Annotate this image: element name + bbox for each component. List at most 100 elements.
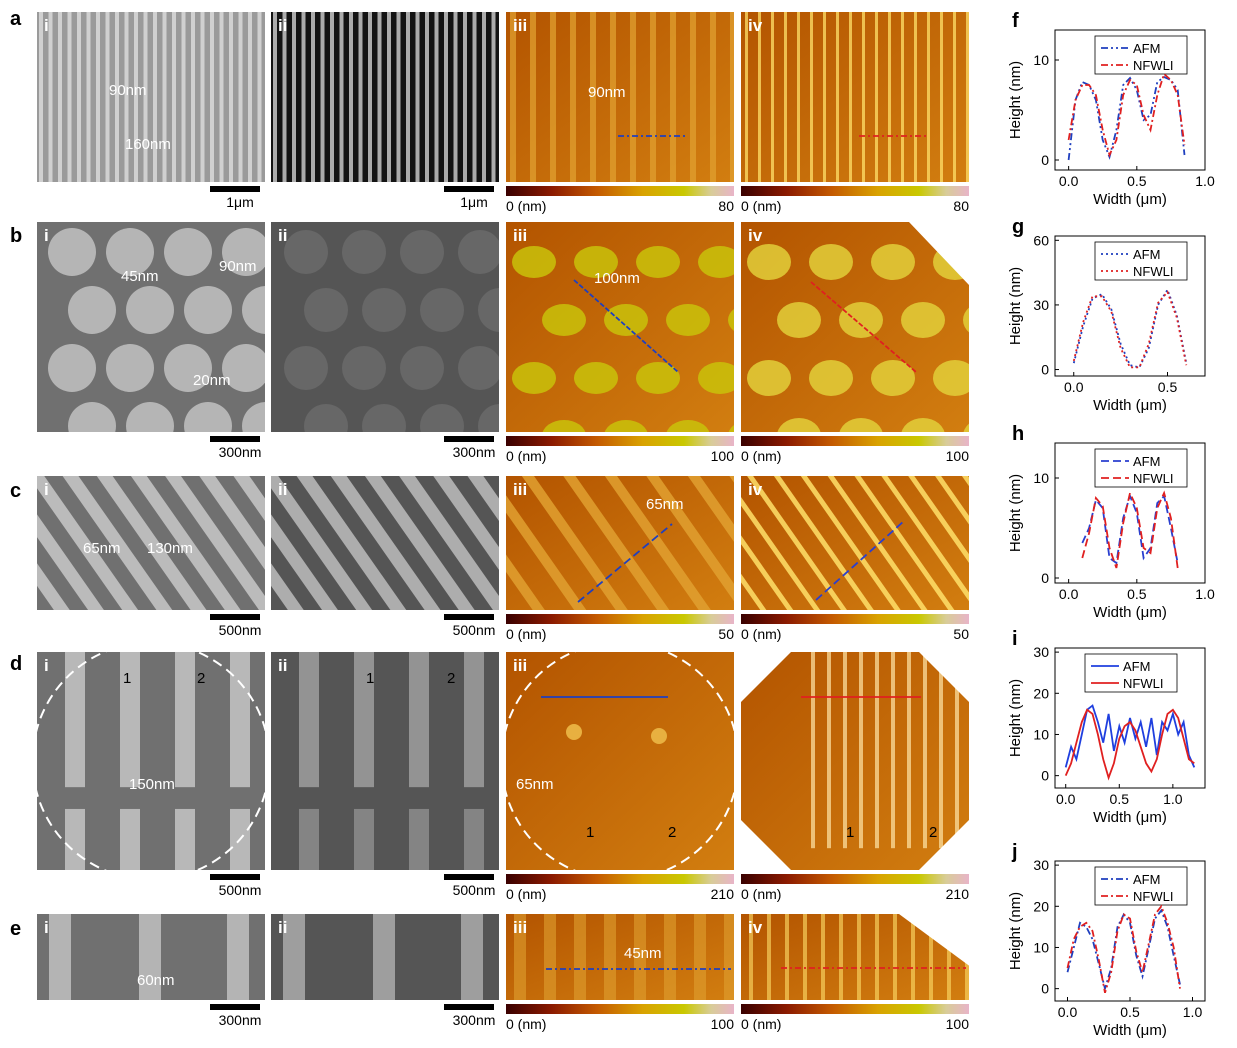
legend-box <box>1094 35 1188 75</box>
panel-label-c-iv: iv <box>748 480 763 499</box>
y-axis-label: Height (nm) <box>1007 679 1024 757</box>
colorbar-a-4 <box>741 186 969 196</box>
legend-label-afm: AFM <box>1123 659 1150 674</box>
y-tick-label: 30 <box>1033 297 1049 313</box>
x-tick-label: 0.0 <box>1058 1004 1078 1020</box>
panel-image <box>506 476 734 610</box>
panel-label-c-iii: iii <box>513 480 528 499</box>
colorbar-b-3 <box>506 436 734 446</box>
legend-label-nfwli: NFWLI <box>1133 58 1173 73</box>
y-tick-label: 30 <box>1033 857 1049 873</box>
panel-label-a-ii: ii <box>278 16 288 35</box>
series-line-nfwli <box>1067 72 1186 158</box>
panel-a-3: iii 90nm <box>506 12 734 182</box>
x-tick-label: 1.0 <box>1163 791 1183 807</box>
annotation-d-4-1: 2 <box>929 824 938 841</box>
chart-i: 0.0 0.5 1.0 0 10 20 30 Width (μm) Height (nm) AFM… <box>1000 628 1230 830</box>
panel-label-b-ii: ii <box>278 226 288 245</box>
colorbar-min-a-3: 0 (nm) <box>506 198 547 214</box>
annotation-c-3-0: 65nm <box>646 496 684 513</box>
chart-label-i: i <box>1012 628 1018 650</box>
panel-label-d-ii: ii <box>278 656 288 675</box>
legend-box <box>1094 866 1188 906</box>
profile-line <box>577 523 673 603</box>
annotation-c-1-0: 65nm <box>83 540 121 557</box>
annotation-b-3-0: 100nm <box>594 270 640 287</box>
panel-label-e-ii: ii <box>278 918 288 937</box>
annotation-d-2-0: 1 <box>366 670 375 687</box>
annotation-b-1-0: 45nm <box>121 268 159 285</box>
panel-label-e-iv: iv <box>748 918 763 937</box>
x-tick-label: 0.5 <box>1127 586 1147 602</box>
colorbar-min-e-4: 0 (nm) <box>741 1016 782 1032</box>
colorbar-min-e-3: 0 (nm) <box>506 1016 547 1032</box>
row-letter-a: a <box>10 8 22 30</box>
colorbar-min-d-4: 0 (nm) <box>741 886 782 902</box>
colorbar-max-d-4: 210 <box>945 886 969 902</box>
chart-svg: 0.0 0.5 1.0 0 10 Width (μm) Height (nm) AFM NFWL… <box>1007 442 1215 621</box>
annotation-d-1-2: 150nm <box>129 776 175 793</box>
y-axis-label: Height (nm) <box>1007 61 1024 139</box>
panel-label-a-iv: iv <box>748 16 763 35</box>
annotation-a-3-0: 90nm <box>588 84 626 101</box>
scalebar-label-b-2: 300nm <box>452 444 496 460</box>
colorbar-min-b-4: 0 (nm) <box>741 448 782 464</box>
profile-line <box>573 279 679 373</box>
scalebar-label-c-2: 500nm <box>452 622 496 638</box>
panel-b-1: i 45nm 90nm 20nm <box>37 222 265 432</box>
colorbar-min-a-4: 0 (nm) <box>741 198 782 214</box>
colorbar-max-b-3: 100 <box>710 448 734 464</box>
scalebar-b-2 <box>444 436 494 442</box>
colorbar-max-e-4: 100 <box>945 1016 969 1032</box>
chart-svg: 0.0 0.5 1.0 0 10 20 30 Width (μm) Height (nm) AFM… <box>1007 857 1206 1039</box>
chart-label-h: h <box>1012 423 1025 445</box>
series-line-nfwli <box>1064 708 1195 781</box>
scalebar-label-d-2: 500nm <box>452 882 496 898</box>
panel-e-3: iii 45nm <box>506 914 734 1000</box>
chart-j: 0.0 0.5 1.0 0 10 20 30 Width (μm) Height (nm) AFM… <box>1000 841 1230 1043</box>
series-line-nfwli <box>1072 290 1188 369</box>
panel-image <box>37 222 265 432</box>
y-tick-label: 20 <box>1033 898 1049 914</box>
colorbar-c-3 <box>506 614 734 624</box>
panel-d-1: i 1 2 150nm <box>37 652 265 870</box>
panel-label-d-i: i <box>44 656 49 675</box>
panel-image <box>37 914 265 1000</box>
panel-image <box>271 652 499 870</box>
colorbar-max-c-4: 50 <box>953 626 969 642</box>
panel-image <box>506 222 734 432</box>
scalebar-c-1 <box>210 614 260 620</box>
legend-label-nfwli: NFWLI <box>1133 889 1173 904</box>
panel-image <box>506 12 734 182</box>
panel-c-2: ii <box>271 476 499 610</box>
colorbar-max-d-3: 210 <box>710 886 734 902</box>
x-tick-label: 0.5 <box>1127 173 1147 189</box>
panel-image <box>741 222 969 432</box>
colorbar-a-3 <box>506 186 734 196</box>
x-axis-label: Width (μm) <box>1093 191 1167 208</box>
annotation-d-3-2: 2 <box>668 824 677 841</box>
annotation-a-1-1: 160nm <box>125 136 171 153</box>
panel-label-b-iv: iv <box>748 226 763 245</box>
annotation-b-1-2: 20nm <box>193 372 231 389</box>
panel-e-4: iv <box>741 914 969 1000</box>
panel-image <box>741 652 969 870</box>
series-line-afm <box>1081 493 1179 565</box>
y-tick-label: 0 <box>1041 768 1049 784</box>
y-tick-label: 10 <box>1033 939 1049 955</box>
panel-c-1: i 65nm 130nm <box>37 476 265 610</box>
colorbar-d-4 <box>741 874 969 884</box>
x-axis-label: Width (μm) <box>1093 397 1167 414</box>
scalebar-label-e-2: 300nm <box>452 1012 496 1028</box>
annotation-d-2-1: 2 <box>447 670 456 687</box>
colorbar-min-b-3: 0 (nm) <box>506 448 547 464</box>
y-tick-label: 0 <box>1041 981 1049 997</box>
annotation-e-3-0: 45nm <box>624 945 662 962</box>
scalebar-d-1 <box>210 874 260 880</box>
profile-line <box>815 520 905 601</box>
scalebar-label-b-1: 300nm <box>218 444 262 460</box>
plot-frame <box>1054 647 1206 789</box>
legend-box <box>1094 448 1188 488</box>
colorbar-max-a-3: 80 <box>718 198 734 214</box>
